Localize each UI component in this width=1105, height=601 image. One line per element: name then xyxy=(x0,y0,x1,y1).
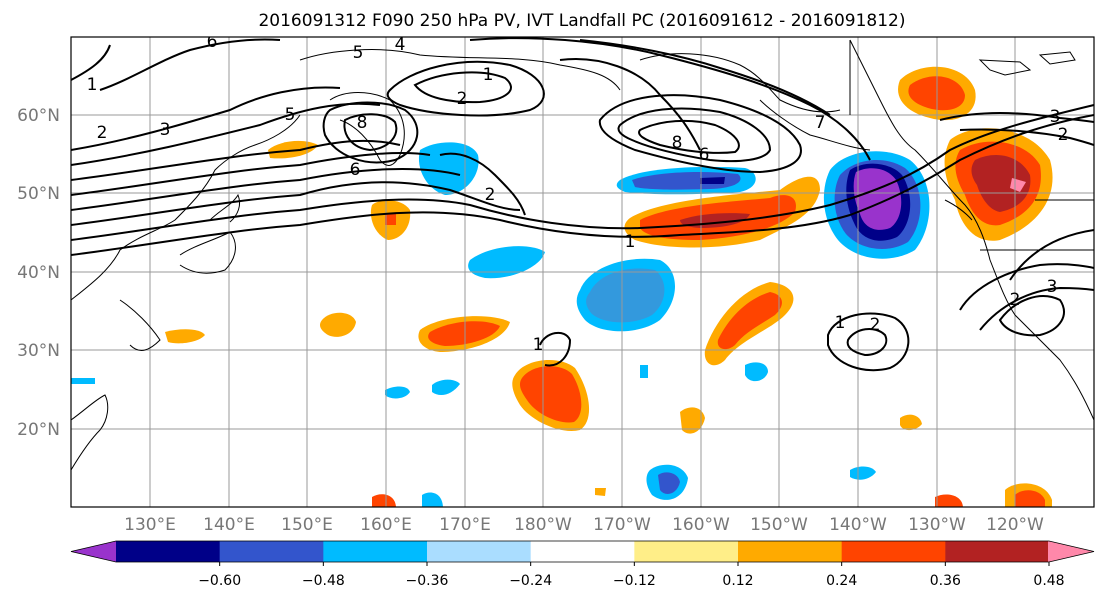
lon-label: 120°W xyxy=(986,515,1044,535)
lon-label: 170°W xyxy=(593,515,651,535)
lon-label: 140°E xyxy=(203,515,255,535)
colorbar-bin xyxy=(841,541,946,562)
lon-label: 130°W xyxy=(908,515,966,535)
colorbar-bin xyxy=(323,541,428,562)
colorbar-bin xyxy=(427,541,532,562)
colorbar-outline xyxy=(70,540,1095,563)
colorbar-tick-label: 0.36 xyxy=(930,573,961,589)
map-content: 6 5 4 1 2 3 5 8 6 2 1 7 8 6 1 3 2 2 3 2 … xyxy=(71,32,1094,507)
contour-label: 6 xyxy=(207,32,218,52)
contour-labels: 6 5 4 1 2 3 5 8 6 2 1 7 8 6 1 3 2 2 3 2 … xyxy=(87,32,1069,355)
contour-label: 5 xyxy=(353,43,364,63)
gridlines xyxy=(71,37,1094,507)
contour-label: 2 xyxy=(1010,290,1021,310)
colorbar-tick-label: 0.12 xyxy=(722,573,753,589)
lon-label: 130°E xyxy=(124,515,176,535)
colorbar-bin xyxy=(945,541,1050,562)
contour-label: 1 xyxy=(87,75,98,95)
contour-label: 3 xyxy=(1047,277,1058,297)
colorbar-extend-low xyxy=(71,541,117,562)
lat-label: 60°N xyxy=(17,106,60,126)
contour-label: 6 xyxy=(350,160,361,180)
colorbar-tick-label: 0.24 xyxy=(826,573,857,589)
lon-label: 140°W xyxy=(829,515,887,535)
contour-label: 2 xyxy=(1058,125,1069,145)
colorbar-tick-label: −0.24 xyxy=(509,573,552,589)
latitude-labels: 60°N 50°N 40°N 30°N 20°N xyxy=(17,106,60,440)
lon-label: 150°E xyxy=(281,515,333,535)
contour-label: 8 xyxy=(672,133,683,153)
colorbar-tick-label: −0.60 xyxy=(198,573,241,589)
colorbar-bin xyxy=(530,541,635,562)
colorbar: −0.60 −0.48 −0.36 −0.24 −0.12 0.12 0.24 0.36 0.4… xyxy=(70,540,1095,589)
contour-label: 3 xyxy=(1050,107,1061,127)
coastlines xyxy=(71,39,1094,471)
colorbar-bin xyxy=(116,541,221,562)
colorbar-bin xyxy=(634,541,739,562)
colorbar-tick-label: −0.48 xyxy=(302,573,345,589)
lat-label: 30°N xyxy=(17,341,60,361)
contour-label: 3 xyxy=(160,120,171,140)
colorbar-tick-label: −0.12 xyxy=(613,573,656,589)
contour-label: 2 xyxy=(97,123,108,143)
contour-label: 5 xyxy=(285,105,296,125)
map-frame xyxy=(70,36,1095,508)
lon-label: 160°W xyxy=(672,515,730,535)
lon-label: 170°E xyxy=(439,515,491,535)
contour-label: 2 xyxy=(485,185,496,205)
contour-label: 2 xyxy=(870,315,881,335)
contour-label: 1 xyxy=(483,65,494,85)
lat-label: 40°N xyxy=(17,263,60,283)
longitude-labels: 130°E 140°E 150°E 160°E 170°E 180°W 170°… xyxy=(124,515,1044,535)
contour-label: 6 xyxy=(699,145,710,165)
colorbar-tick-label: −0.36 xyxy=(406,573,449,589)
contour-label: 2 xyxy=(457,89,468,109)
lon-label: 150°W xyxy=(750,515,808,535)
pv-contours xyxy=(71,37,1094,372)
contour-label: 7 xyxy=(815,113,826,133)
colorbar-extend-high xyxy=(1048,541,1094,562)
lat-label: 20°N xyxy=(17,420,60,440)
contour-label: 1 xyxy=(533,335,544,355)
lon-label: 180°W xyxy=(514,515,572,535)
colorbar-tick-label: 0.48 xyxy=(1033,573,1064,589)
lon-label: 160°E xyxy=(360,515,412,535)
contour-label: 1 xyxy=(835,313,846,333)
map-title: 2016091312 F090 250 hPa PV, IVT Landfall… xyxy=(258,11,905,31)
colorbar-bin xyxy=(738,541,843,562)
contour-label: 8 xyxy=(357,113,368,133)
contour-label: 4 xyxy=(395,35,406,55)
contour-label: 1 xyxy=(625,232,636,252)
lat-label: 50°N xyxy=(17,184,60,204)
colorbar-bin xyxy=(219,541,324,562)
